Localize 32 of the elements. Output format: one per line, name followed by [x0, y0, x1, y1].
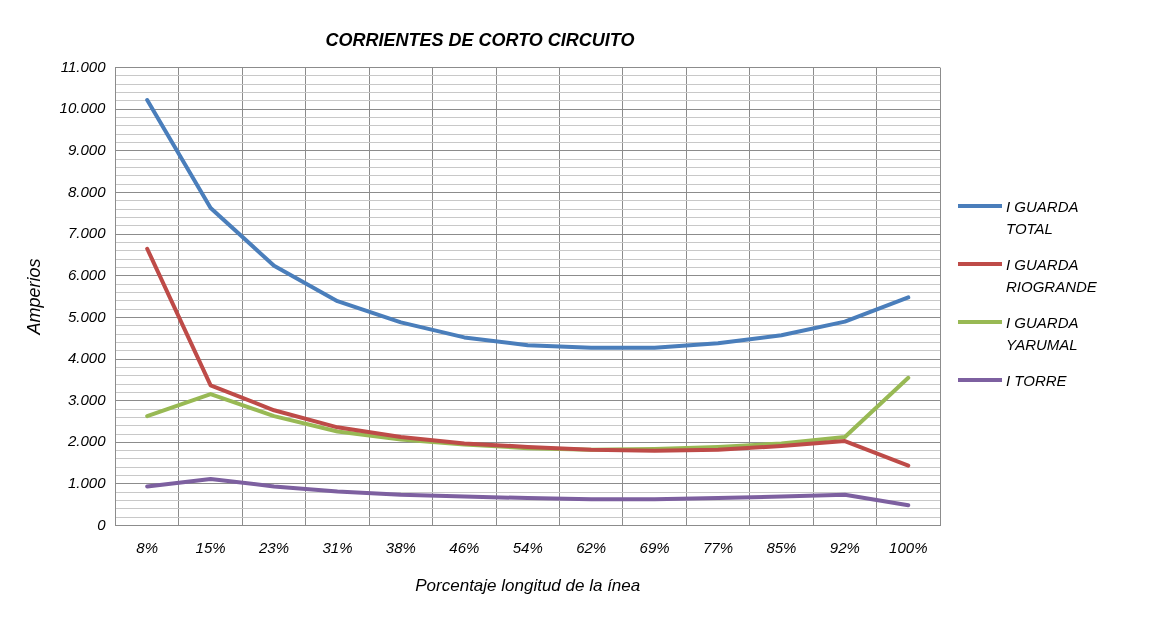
x-tick-label: 15% — [195, 538, 226, 556]
x-tick-label: 69% — [639, 538, 670, 556]
y-axis-title: Amperios — [23, 258, 44, 336]
x-tick-label: 100% — [889, 538, 928, 556]
x-tick-label: 77% — [703, 538, 734, 556]
y-tick-label: 7.000 — [67, 224, 107, 242]
x-tick-label: 23% — [258, 538, 290, 556]
legend-label: I GUARDA YARUMAL — [1006, 313, 1079, 355]
chart-title: CORRIENTES DE CORTO CIRCUITO — [325, 29, 635, 50]
y-tick-label: 11.000 — [60, 57, 107, 75]
x-tick-label: 54% — [512, 538, 543, 556]
y-tick-label: 5.000 — [67, 307, 107, 325]
legend-label: I TORRE — [1006, 371, 1068, 391]
x-tick-label: 92% — [829, 538, 860, 556]
y-tick-label: 0 — [97, 515, 107, 533]
x-tick-label: 31% — [322, 538, 353, 556]
x-axis-title: Porcentaje longitud de la ínea — [415, 575, 641, 595]
x-tick-label: 62% — [576, 538, 607, 556]
y-tick-label: 6.000 — [67, 265, 107, 283]
x-tick-label: 46% — [449, 538, 480, 556]
legend-label: I GUARDA RIOGRANDE — [1006, 255, 1098, 297]
y-tick-label: 10.000 — [59, 99, 107, 117]
y-tick-label: 8.000 — [67, 182, 107, 200]
y-tick-label: 2.000 — [66, 432, 107, 450]
x-tick-label: 38% — [385, 538, 416, 556]
x-tick-label: 8% — [136, 538, 159, 556]
y-tick-label: 1.000 — [67, 474, 107, 492]
y-tick-label: 4.000 — [67, 349, 107, 367]
y-tick-label: 9.000 — [67, 141, 107, 159]
y-tick-label: 3.000 — [67, 390, 107, 408]
legend-label: I GUARDA TOTAL — [1006, 197, 1079, 239]
x-tick-label: 85% — [766, 538, 797, 556]
